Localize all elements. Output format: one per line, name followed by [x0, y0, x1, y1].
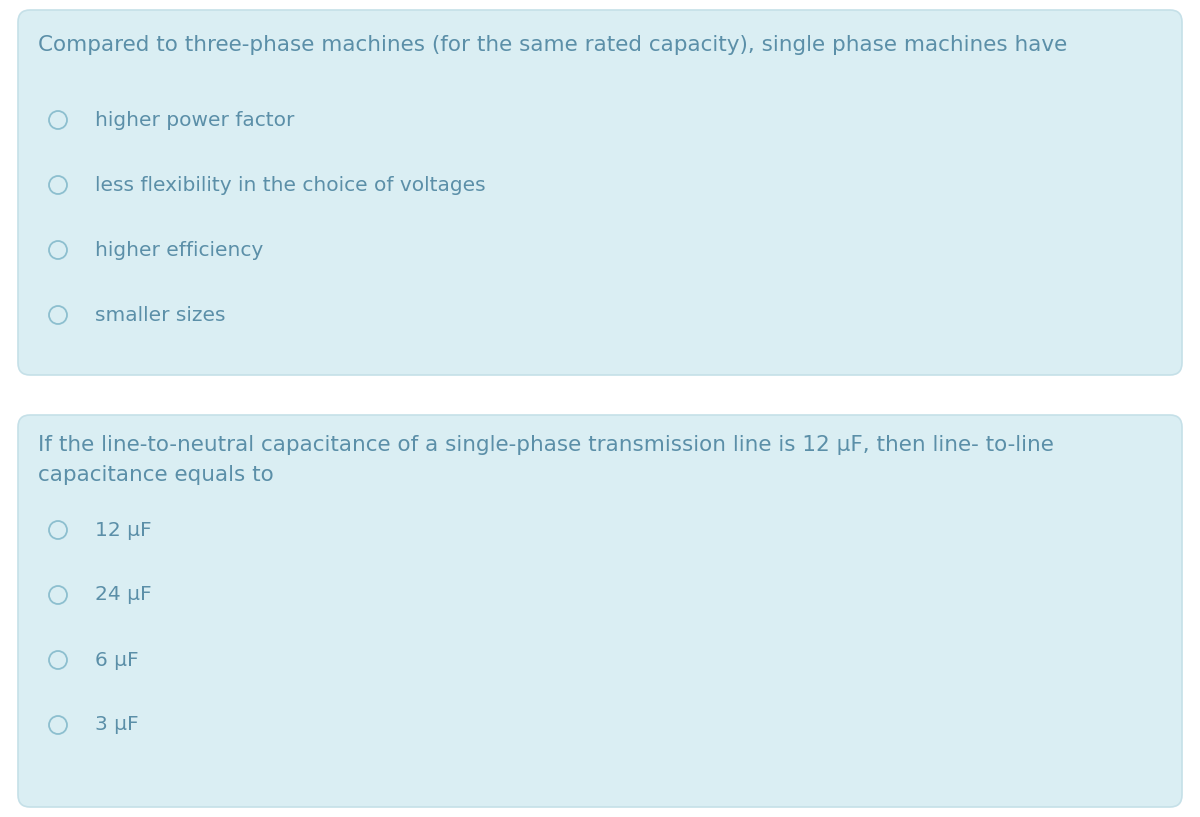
Text: 6 μF: 6 μF — [95, 650, 139, 669]
Text: Compared to three-phase machines (for the same rated capacity), single phase mac: Compared to three-phase machines (for th… — [38, 35, 1067, 55]
Text: smaller sizes: smaller sizes — [95, 306, 226, 324]
Text: 12 μF: 12 μF — [95, 520, 151, 539]
Text: 24 μF: 24 μF — [95, 586, 151, 605]
FancyBboxPatch shape — [18, 415, 1182, 807]
Text: less flexibility in the choice of voltages: less flexibility in the choice of voltag… — [95, 176, 486, 194]
Text: If the line-to-neutral capacitance of a single-phase transmission line is 12 μF,: If the line-to-neutral capacitance of a … — [38, 435, 1054, 484]
Text: higher power factor: higher power factor — [95, 110, 294, 130]
FancyBboxPatch shape — [18, 10, 1182, 375]
Text: 3 μF: 3 μF — [95, 716, 139, 734]
Text: higher efficiency: higher efficiency — [95, 240, 263, 260]
